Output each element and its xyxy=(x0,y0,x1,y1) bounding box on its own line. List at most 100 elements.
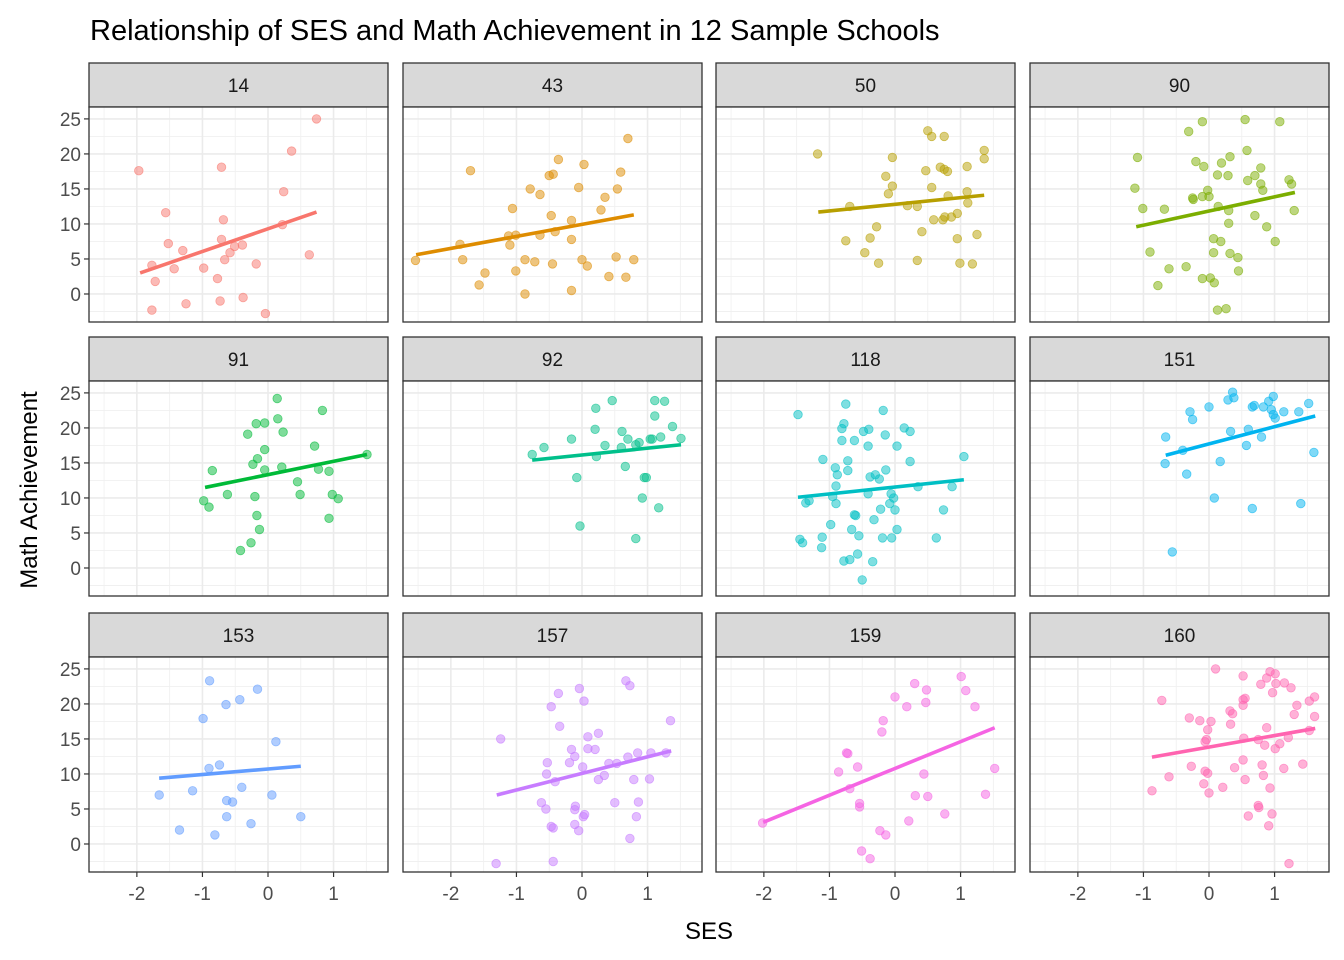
data-point xyxy=(1250,170,1260,181)
facet-strip-label: 159 xyxy=(850,626,882,647)
data-point xyxy=(292,477,303,487)
data-point xyxy=(246,819,256,829)
data-point xyxy=(566,434,577,444)
data-point xyxy=(890,692,900,702)
data-point xyxy=(1286,683,1296,693)
x-tick-label: 1 xyxy=(328,884,339,905)
data-point xyxy=(1258,185,1268,196)
data-point xyxy=(527,449,537,460)
data-point xyxy=(324,466,334,477)
data-point xyxy=(505,240,515,250)
data-point xyxy=(1270,744,1280,754)
data-point xyxy=(833,767,844,777)
data-point xyxy=(611,252,621,262)
data-point xyxy=(940,809,950,819)
y-tick-label: 5 xyxy=(70,250,81,271)
data-point xyxy=(1208,247,1219,258)
data-point xyxy=(1186,761,1197,772)
data-point xyxy=(962,161,972,172)
data-point xyxy=(1183,126,1194,137)
data-point xyxy=(570,751,580,762)
data-point xyxy=(237,240,248,250)
regression-line xyxy=(531,442,682,462)
data-point xyxy=(1132,152,1143,163)
chart-title: Relationship of SES and Math Achievement… xyxy=(90,15,940,47)
regression-line xyxy=(1165,414,1316,457)
data-point xyxy=(252,510,262,521)
data-point xyxy=(1225,719,1236,729)
data-point xyxy=(1160,458,1170,469)
data-point xyxy=(1164,772,1174,782)
data-point xyxy=(174,825,185,835)
x-tick-label: -1 xyxy=(1135,884,1152,905)
data-point xyxy=(955,258,965,268)
data-point xyxy=(577,255,587,265)
data-point xyxy=(1229,763,1240,773)
data-point xyxy=(1204,788,1214,798)
data-point xyxy=(555,721,565,732)
facet-strip-label: 157 xyxy=(537,626,569,647)
facet-strip xyxy=(88,612,389,658)
data-point xyxy=(252,684,263,694)
data-point xyxy=(854,531,864,541)
data-point xyxy=(623,133,633,144)
facet-strip xyxy=(1029,62,1330,108)
x-tick-label: -1 xyxy=(508,884,525,905)
data-point xyxy=(1249,400,1260,411)
x-tick-label: 0 xyxy=(890,884,901,905)
data-point xyxy=(1256,432,1267,442)
facet-strip-label: 14 xyxy=(228,76,250,97)
data-point xyxy=(134,165,144,176)
x-tick-label: -1 xyxy=(821,884,838,905)
data-point xyxy=(1250,210,1260,221)
data-point xyxy=(583,732,593,742)
y-tick-label: 15 xyxy=(60,730,81,751)
data-point xyxy=(1225,426,1236,437)
data-point xyxy=(198,263,209,273)
data-point xyxy=(1243,811,1254,821)
facet-strip-label: 118 xyxy=(850,350,880,371)
data-point xyxy=(572,472,582,483)
data-point xyxy=(843,748,853,759)
regression-line xyxy=(818,193,985,214)
data-point xyxy=(235,545,246,556)
data-point xyxy=(1258,402,1269,412)
data-point xyxy=(1212,305,1223,315)
data-point xyxy=(607,395,617,406)
data-point xyxy=(1221,304,1231,314)
data-point xyxy=(1240,774,1250,785)
panel-border xyxy=(88,106,389,323)
regression-line xyxy=(1151,726,1316,759)
data-point xyxy=(923,791,933,802)
y-tick-label: 20 xyxy=(60,145,81,166)
data-point xyxy=(864,424,874,435)
data-point xyxy=(841,399,851,409)
data-point xyxy=(860,247,870,258)
data-point xyxy=(251,259,261,269)
data-point xyxy=(1204,402,1214,412)
data-point xyxy=(1164,264,1174,274)
data-point xyxy=(304,250,315,260)
y-tick-label: 25 xyxy=(60,660,81,681)
data-point xyxy=(961,685,971,696)
data-point xyxy=(667,421,678,432)
panel-border xyxy=(1029,656,1330,873)
x-tick-label: 0 xyxy=(577,884,588,905)
data-point xyxy=(181,299,191,309)
data-point xyxy=(979,145,989,156)
plot-background xyxy=(89,381,388,596)
data-point xyxy=(1309,447,1319,458)
data-point xyxy=(1257,760,1267,770)
data-point xyxy=(1284,858,1294,869)
data-point xyxy=(979,154,989,164)
data-point xyxy=(210,830,220,840)
data-point xyxy=(650,395,660,406)
data-point xyxy=(553,154,564,165)
data-point xyxy=(905,456,915,467)
data-point xyxy=(147,305,157,315)
data-point xyxy=(1261,222,1272,232)
data-point xyxy=(939,131,949,142)
data-point xyxy=(620,461,631,472)
data-point xyxy=(541,804,551,814)
